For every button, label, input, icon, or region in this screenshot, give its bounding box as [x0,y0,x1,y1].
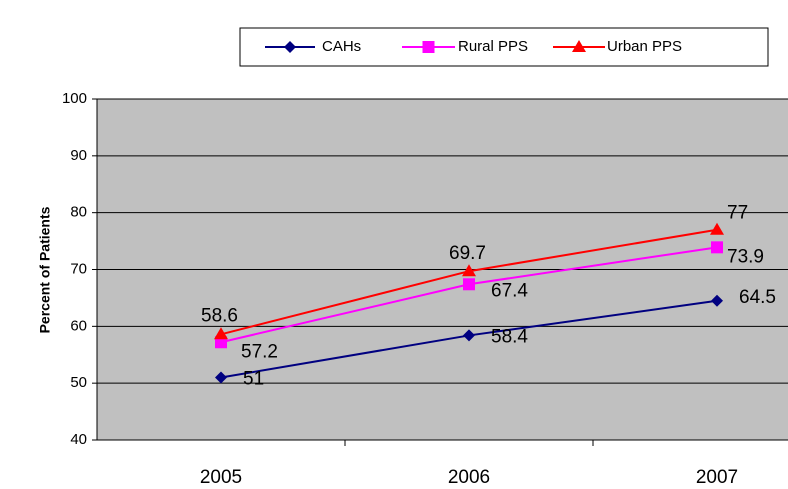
y-tick-label: 40 [70,431,87,448]
x-tick-label: 2006 [448,467,490,488]
y-tick-label: 70 [70,260,87,277]
marker [215,371,227,384]
y-tick-label: 100 [62,90,87,107]
legend-label: CAHs [322,38,361,55]
data-label: 67.4 [491,280,528,301]
data-label: 77 [727,203,748,224]
data-label: 73.9 [727,246,764,267]
x-tick-label: 2007 [696,467,738,488]
y-tick-label: 90 [70,147,87,164]
marker [214,327,228,340]
y-axis-label: Percent of Patients [37,206,53,333]
y-tick-label: 80 [70,204,87,221]
data-label: 69.7 [449,243,486,264]
y-tick-label: 50 [70,374,87,391]
data-label: 58.6 [201,305,238,326]
legend-label: Urban PPS [607,38,682,55]
marker [710,222,724,235]
marker [572,40,586,52]
marker [284,41,296,53]
data-label: 64.5 [739,287,776,308]
x-tick-label: 2005 [200,467,242,488]
marker [711,294,723,307]
marker [462,264,476,277]
data-label: 57.2 [241,341,278,362]
marker [711,241,723,254]
marker [422,41,435,53]
marker [463,329,475,342]
y-tick-label: 60 [70,317,87,334]
legend [239,27,769,67]
data-label: 58.4 [491,326,528,347]
marker [463,278,475,291]
legend-label: Rural PPS [458,38,528,55]
data-label: 51 [243,368,264,389]
